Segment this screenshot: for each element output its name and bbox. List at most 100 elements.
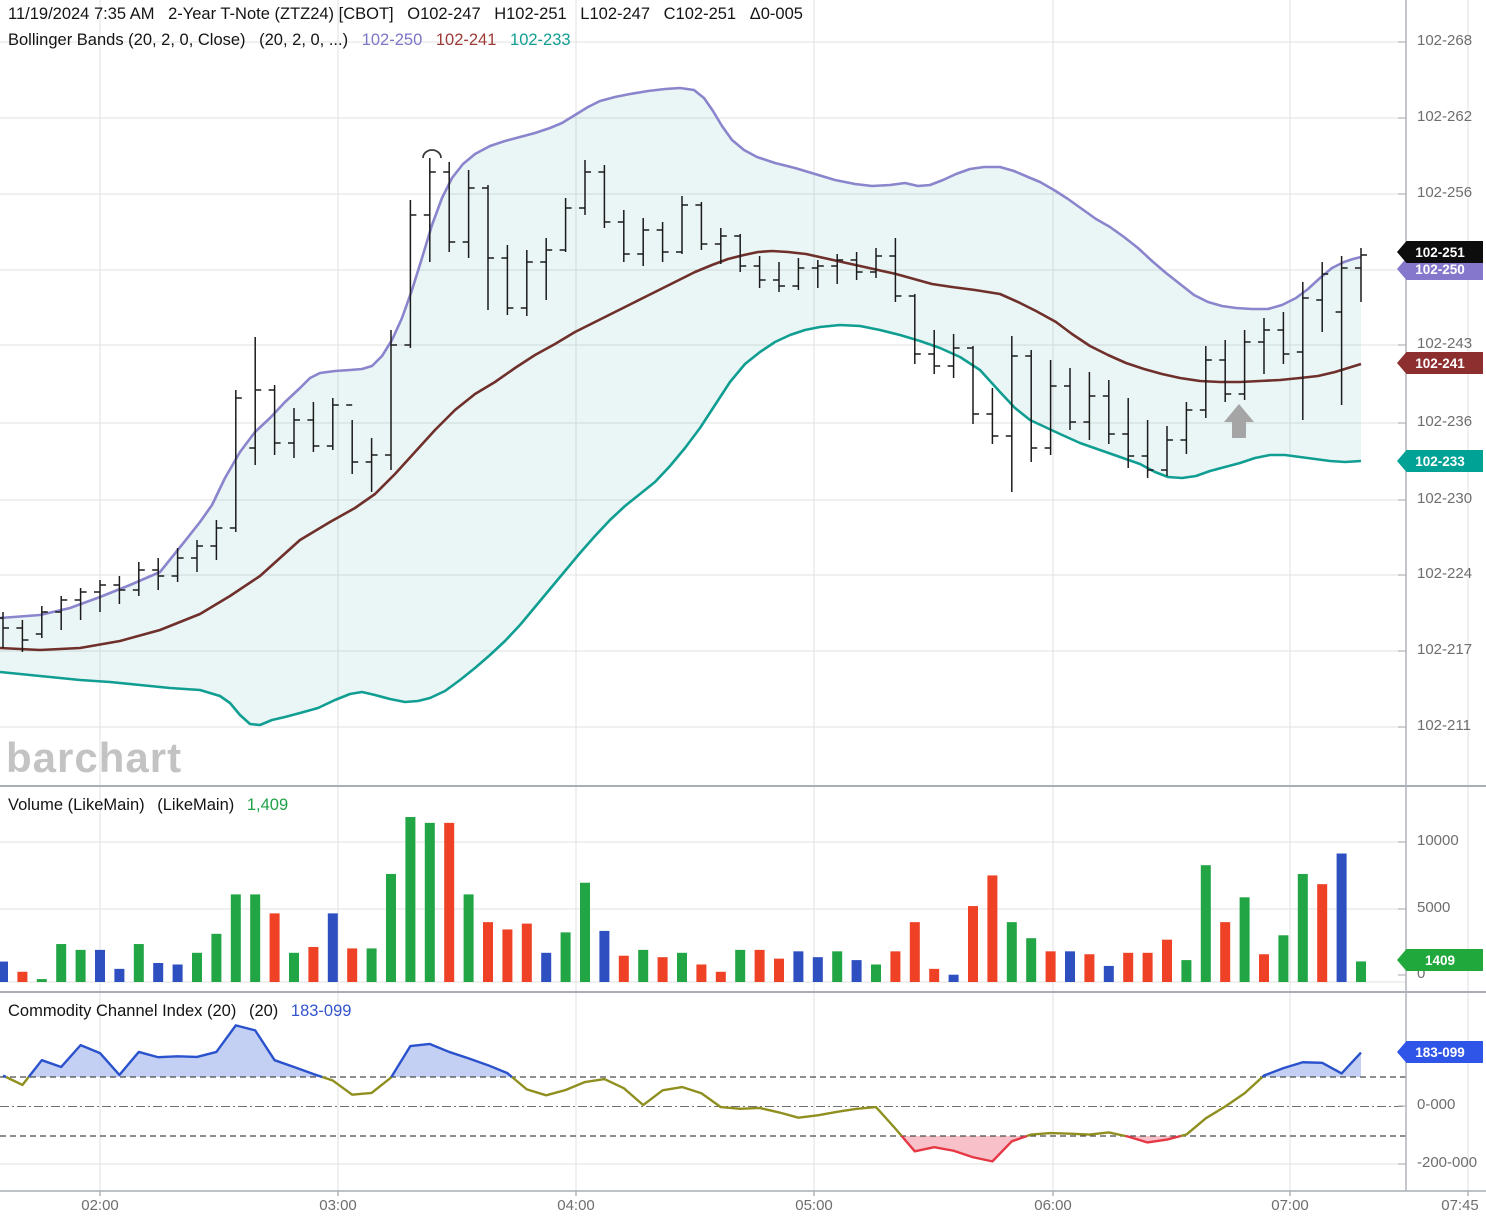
ohlc-bar <box>1335 256 1348 405</box>
y-axis-label: 5000 <box>1417 899 1451 916</box>
volume-bar <box>463 894 474 982</box>
ohlc-bar <box>288 408 300 458</box>
cci-line <box>5 1075 30 1087</box>
cci-fill <box>901 1136 1027 1162</box>
ohlc-bar <box>1199 346 1212 418</box>
indicator-name[interactable]: Bollinger Bands (20, 2, 0, Close) <box>8 31 246 49</box>
ohlc-bar <box>326 398 339 450</box>
bollinger-middle-band <box>0 249 1362 652</box>
bb-lower-badge: 102-233 <box>1397 450 1483 472</box>
ohlc-bar <box>1277 312 1290 364</box>
cci-params[interactable]: (20) <box>248 1002 279 1020</box>
y-axis-label: 102-268 <box>1417 32 1473 49</box>
ohlc-bar <box>1219 340 1232 402</box>
cci-line <box>900 1134 1028 1163</box>
x-axis-label: 04:00 <box>557 1197 595 1214</box>
ohlc-bar <box>753 256 766 288</box>
ohlc-bar <box>16 620 29 652</box>
volume-bar <box>715 971 726 982</box>
ohlc-bar <box>1122 398 1135 468</box>
indicator-header: Bollinger Bands (20, 2, 0, Close) (20, 2… <box>8 31 580 50</box>
volume-bar <box>133 944 144 982</box>
cci-panel <box>0 1024 1406 1163</box>
ohlc-bar <box>74 588 87 620</box>
ohlc-bar <box>385 330 397 470</box>
x-axis-label: 07:00 <box>1271 1197 1309 1214</box>
ohlc-bar <box>249 337 262 465</box>
x-axis-label: 05:00 <box>795 1197 833 1214</box>
ohlc-bar <box>598 165 611 228</box>
volume-bar <box>929 968 940 982</box>
ohlc-bar <box>1180 402 1193 454</box>
ohlc-bar <box>365 438 378 492</box>
y-axis-label: -200-000 <box>1417 1154 1478 1171</box>
ohlc-bar <box>676 196 688 254</box>
volume-bar <box>618 955 629 982</box>
volume-bar <box>347 948 358 982</box>
volume-bar <box>289 952 299 982</box>
volume-bar <box>1297 873 1308 982</box>
volume-bar <box>909 922 920 982</box>
ohlc-bar <box>55 596 68 630</box>
y-axis-label: 102-243 <box>1417 335 1473 352</box>
ohlc-bar <box>1296 282 1309 420</box>
volume-bar <box>1278 935 1289 982</box>
volume-bar <box>696 964 707 982</box>
volume-bar <box>1065 951 1075 982</box>
ohlc-bar <box>1005 336 1018 492</box>
ohlc-bar <box>191 540 203 572</box>
volume-bar <box>1103 965 1114 982</box>
y-axis-label: 102-217 <box>1417 641 1473 658</box>
header-datetime: 11/19/2024 7:35 AM <box>8 5 155 23</box>
volume-bar <box>560 932 571 982</box>
bb-middle-value: 102-241 <box>435 31 497 49</box>
volume-bar <box>366 948 377 982</box>
volume-bar <box>424 822 435 982</box>
volume-bar <box>192 952 202 982</box>
x-axis-label: 02:00 <box>81 1197 119 1214</box>
ohlc-bar <box>1064 368 1076 430</box>
up-arrow-annotation <box>1224 404 1254 438</box>
ohlc-bar <box>1258 318 1270 374</box>
volume-bar <box>1200 865 1211 982</box>
volume-bar <box>968 906 978 982</box>
ohlc-bar <box>831 254 844 284</box>
bb-upper-value: 102-250 <box>361 31 423 49</box>
ohlc-bar <box>346 404 359 474</box>
volume-bar <box>1317 884 1328 982</box>
cci-line <box>1026 1131 1126 1138</box>
volume-bar <box>17 971 28 982</box>
indicator-params[interactable]: (20, 2, 0, ...) <box>259 31 349 49</box>
cci-fill <box>1125 1136 1181 1143</box>
volume-bar <box>793 951 804 982</box>
ohlc-bar <box>637 218 650 266</box>
volume-params[interactable]: (LikeMain) <box>157 796 235 814</box>
volume-title[interactable]: Volume (LikeMain) <box>8 796 145 814</box>
cci-line <box>1180 1076 1264 1138</box>
cci-line <box>511 1076 903 1137</box>
volume-bar <box>657 957 668 982</box>
header-low: L102-247 <box>580 5 651 23</box>
ohlc-bar <box>1238 330 1251 400</box>
ohlc-bar <box>850 252 863 280</box>
volume-bar <box>405 817 416 982</box>
volume-bar <box>774 958 784 982</box>
ohlc-bar <box>908 294 921 364</box>
volume-bar <box>1006 922 1017 982</box>
volume-bar <box>890 951 901 982</box>
volume-bar <box>1220 922 1231 982</box>
ohlc-bar <box>520 250 533 316</box>
volume-bar <box>1045 951 1056 982</box>
ohlc-bar <box>1141 420 1154 478</box>
header-open: O102-247 <box>407 5 481 23</box>
y-axis-label: 0 <box>1417 965 1426 982</box>
ohlc-bar <box>714 228 727 264</box>
ohlc-bar <box>1083 372 1096 440</box>
volume-bar <box>851 960 862 982</box>
ohlc-bar <box>1355 248 1367 302</box>
volume-bar <box>114 968 125 982</box>
cci-title[interactable]: Commodity Channel Index (20) <box>8 1002 237 1020</box>
ohlc-bar <box>94 580 106 612</box>
ohlc-bar <box>229 390 242 532</box>
